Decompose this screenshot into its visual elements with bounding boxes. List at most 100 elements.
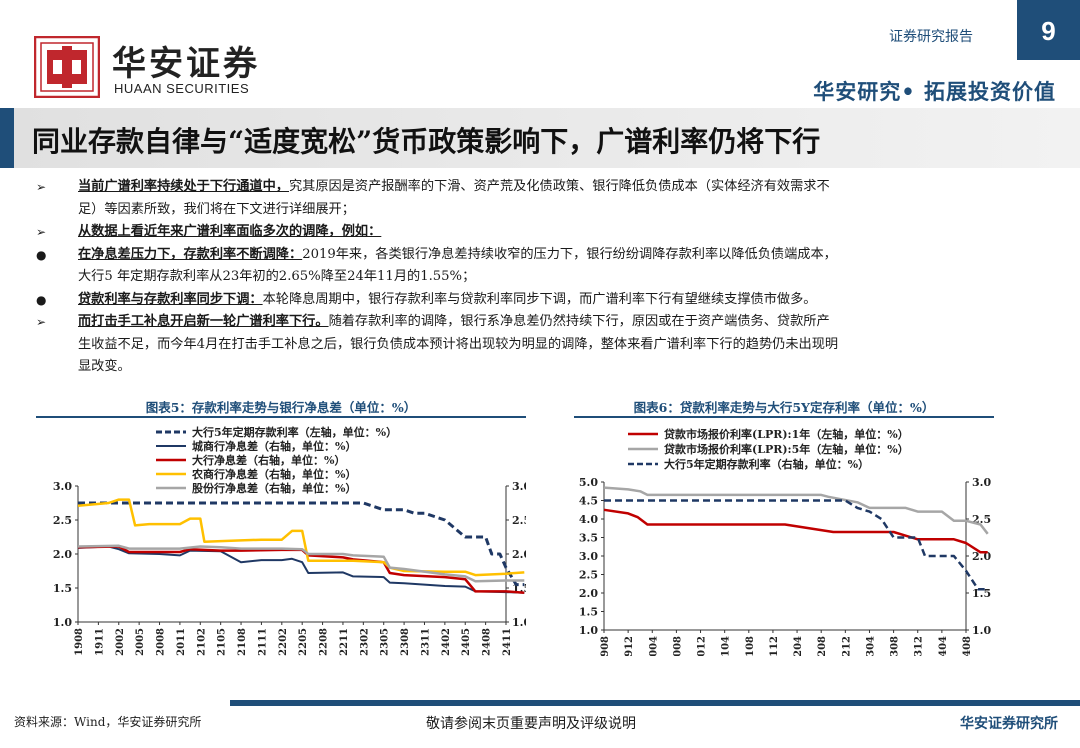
bullet-text: 随着存款利率的调降，银行系净息差仍然持续下行，原因或在于资产端债务、贷款所产 [328,314,830,329]
y-tick-label-left: 3.0 [53,480,72,493]
bullet-continuation: 显改变。 [78,359,131,374]
x-tick-label: 202111 [257,628,268,656]
y-tick-label-right: 1.0 [972,624,991,637]
brand-name-cn: 华安证券 [112,44,260,84]
y-tick-label-left: 5.0 [579,476,598,489]
x-tick-label: 202408 [962,636,973,656]
disclaimer-notice: 敬请参阅末页重要声明及评级说明 [426,716,636,732]
bullet-text: 2019年来，各类银行净息差持续收窄的压力下，银行纷纷调降存款利率以降低负债端成… [302,246,837,262]
report-type-label: 证券研究报告 [889,29,973,45]
x-tick-label: 202108 [745,636,756,656]
bullet-continuation: 大行5 年定期存款利率从23年初的2.65%降至24年11月的1.55%； [78,269,476,284]
legend-label: 城商行净息差（右轴，单位：%） [192,439,356,453]
chart-6-title: 图表6：贷款利率走势与大行5Y定存利率（单位：%） [633,400,935,415]
x-tick-label: 202105 [217,628,228,656]
legend-label: 农商行净息差（右轴，单位：%） [191,467,356,481]
chart-6-rule [574,416,994,418]
chart-6: 1.01.52.02.53.03.54.04.55.01.01.52.02.53… [579,427,992,678]
legend-label: 大行5年定期存款利率（右轴，单位：%） [664,457,869,471]
y-tick-label-left: 2.5 [53,514,72,527]
x-tick-label: 202402 [441,628,452,656]
series-line-3 [77,498,525,577]
series-line-1 [77,545,525,594]
x-tick-label: 202211 [339,628,350,656]
y-tick-label-right: 3.0 [972,476,991,489]
bullet-marker: ➢ [36,225,47,239]
x-tick-label: 202408 [482,628,493,656]
x-tick-label: 202005 [135,628,146,656]
x-tick-label: 202308 [400,628,411,656]
bullet-heading: 当前广谱利率持续处于下行通道中， [78,179,289,194]
series-line-2 [77,545,525,595]
legend-label: 贷款市场报价利率(LPR):5年（左轴，单位：%） [664,442,909,456]
y-tick-label-right: 1.00 [512,616,526,629]
x-tick-label: 201911 [94,628,105,656]
x-tick-label: 202411 [502,628,513,656]
footer-org: 华安证券研究所 [960,716,1058,732]
bullet-item: ➢ 而打击手工补息开启新一轮广谱利率下行。随着存款利率的调降，银行系净息差仍然持… [36,311,1046,334]
y-tick-label-left: 4.0 [579,513,598,526]
bullet-marker: ● [36,247,47,262]
y-tick-label-left: 3.0 [579,550,598,563]
x-tick-label: 202202 [278,628,289,656]
x-tick-label: 202102 [196,628,207,656]
title-accent [0,108,14,168]
y-tick-label-right: 2.00 [512,548,526,561]
bullet-item: ● 贷款利率与存款利率同步下调：本轮降息周期中，银行存款利率与贷款利率同步下调，… [36,289,1046,312]
x-tick-label: 202112 [769,636,780,656]
bullet-item: ➢ 从数据上看近年来广谱利率面临多次的调降，例如： [36,221,1046,244]
y-tick-label-left: 3.5 [579,532,598,545]
bullet-list: ➢ 当前广谱利率持续处于下行通道中，究其原因是资产报酬率的下滑、资产荒及化债政策… [36,176,1046,379]
chart-5: 1.01.52.02.53.01.001.502.002.503.0020190… [53,425,539,670]
chart-5-frame: 图表5：存款利率走势与银行净息差（单位：%） 1.0 1.5 2.0 2.5 3.0 1.… [36,400,539,670]
source-note: 资料来源：Wind，华安证券研究所 [14,715,202,729]
brand-name-en: HUAAN SECURITIES [114,81,250,96]
x-tick-label: 202208 [319,628,330,656]
x-tick-label: 201908 [600,636,611,656]
y-tick-label-left: 4.5 [579,495,598,508]
y-tick-label-left: 2.0 [53,548,72,561]
y-tick-label-left: 1.0 [53,616,72,629]
x-tick-label: 202012 [697,636,708,656]
x-tick-label: 202312 [914,636,925,656]
series-line-2 [604,499,988,591]
x-tick-label: 202305 [380,628,391,656]
legend-label: 股份行净息差（右轴，单位：%） [192,481,356,495]
x-tick-label: 202208 [817,636,828,656]
chart-6-frame: 图表6：贷款利率走势与大行5Y定存利率（单位：%） 1.0 1.5 2.0 2.5 3.… [574,400,994,678]
x-tick-label: 202212 [841,636,852,656]
series-line-1 [603,486,989,535]
x-tick-label: 202011 [176,628,187,656]
x-tick-label: 202204 [793,636,804,656]
x-tick-label: 202304 [865,636,876,656]
chart-5-rule [36,416,526,418]
bullet-marker: ➢ [36,180,47,194]
y-tick-label-right: 2.50 [512,514,526,527]
y-tick-label-left: 1.0 [579,624,598,637]
bullet-text: 本轮降息周期中，银行存款利率与贷款利率同步下调，而广谱利率下行有望继续支撑债市做… [262,291,817,307]
bullet-heading: 而打击手工补息开启新一轮广谱利率下行。 [78,314,329,329]
x-tick-label: 202004 [648,636,659,656]
x-tick-label: 202302 [359,628,370,656]
bullet-continuation: 生收益不足，而今年4月在打击手工补息之后，银行负债成本预计将出现较为明显的调降，… [78,336,839,352]
bullet-marker: ➢ [36,315,47,329]
x-tick-label: 202404 [938,636,949,656]
series-line-0 [78,501,525,587]
x-tick-label: 201908 [74,628,85,656]
title-bar: 同业存款自律与“适度宽松”货币政策影响下，广谱利率仍将下行 [0,108,1080,168]
x-tick-label: 202405 [461,628,472,656]
x-tick-label: 202108 [237,628,248,656]
bullet-marker: ● [36,292,47,307]
bullet-heading: 从数据上看近年来广谱利率面临多次的调降，例如： [78,224,382,239]
x-tick-label: 202104 [721,636,732,656]
x-tick-label: 202308 [890,636,901,656]
legend-label: 大行5年定期存款利率（左轴，单位：%） [192,425,397,439]
bullet-heading: 在净息差压力下，存款利率不断调降： [78,246,303,262]
bullet-heading: 贷款利率与存款利率同步下调： [78,291,263,307]
y-tick-label-right: 3.00 [512,480,526,493]
x-tick-label: 201912 [624,636,635,656]
y-tick-label-left: 2.5 [579,569,598,582]
x-tick-label: 202205 [298,628,309,656]
bullet-text: 究其原因是资产报酬率的下滑、资产荒及化债政策、银行降低负债成本（实体经济有效需求… [289,179,830,194]
series-line-4 [77,544,525,583]
